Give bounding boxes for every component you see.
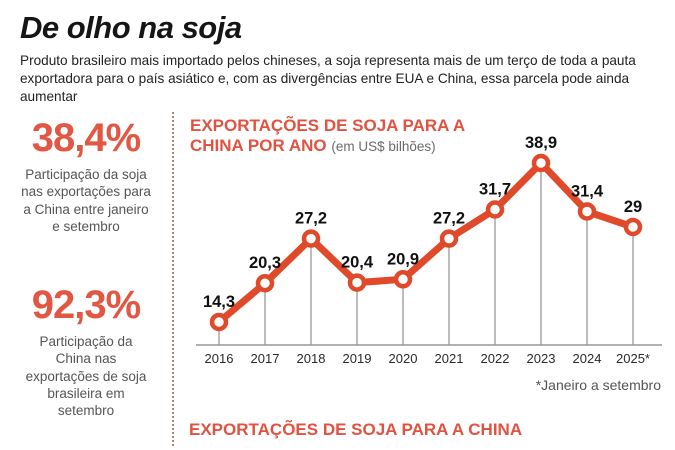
chart-title: EXPORTAÇÕES DE SOJA PARA A CHINA POR ANO…	[190, 116, 496, 156]
stat-value: 38,4%	[31, 116, 141, 160]
chart-title-unit: (em US$ bilhões)	[331, 139, 436, 155]
line-chart: 14,3 20,3 27,2 20,4 20,9 27,2 31,7 38,9 31,4 29 20…	[185, 130, 675, 380]
bottom-section-title: EXPORTAÇÕES DE SOJA PARA A CHINA	[189, 420, 523, 439]
svg-text:2018: 2018	[297, 351, 326, 366]
chart-title-main: EXPORTAÇÕES DE SOJA PARA A CHINA POR ANO	[190, 116, 465, 156]
svg-text:14,3: 14,3	[203, 293, 235, 311]
svg-text:2023: 2023	[527, 351, 556, 366]
svg-text:2021: 2021	[435, 351, 464, 366]
svg-text:27,2: 27,2	[295, 210, 327, 228]
dotted-divider	[172, 112, 174, 446]
svg-text:20,3: 20,3	[249, 254, 281, 272]
svg-text:31,4: 31,4	[571, 183, 604, 201]
stat-china-share: 92,3% Participação da China nas exportaç…	[0, 285, 172, 419]
svg-text:2016: 2016	[205, 351, 234, 366]
stat-value: 92,3%	[31, 283, 141, 327]
page-subtitle: Produto brasileiro mais importado pelos …	[20, 52, 668, 106]
svg-text:2025*: 2025*	[616, 351, 650, 366]
svg-text:27,2: 27,2	[433, 210, 465, 228]
svg-text:31,7: 31,7	[479, 181, 511, 199]
stat-description: Participação da China nas exportações de…	[25, 334, 147, 419]
stat-soy-share: 38,4% Participação da soja nas exportaçõ…	[0, 118, 172, 235]
stat-description: Participação da soja nas exportações par…	[21, 167, 151, 234]
svg-text:2022: 2022	[481, 351, 510, 366]
svg-text:2017: 2017	[251, 351, 280, 366]
subtitle-line-2: exportadora para o país asiático e, com …	[20, 70, 630, 104]
subtitle-line-1: Produto brasileiro mais importado pelos …	[20, 53, 636, 68]
page-title: De olho na soja	[20, 10, 242, 45]
svg-text:2019: 2019	[343, 351, 372, 366]
line-chart-svg: 14,3 20,3 27,2 20,4 20,9 27,2 31,7 38,9 31,4 29 20…	[196, 134, 662, 366]
svg-text:20,9: 20,9	[387, 250, 419, 268]
svg-text:2024: 2024	[573, 351, 602, 366]
chart-footnote: *Janeiro a setembro	[535, 377, 661, 393]
svg-text:20,4: 20,4	[341, 254, 374, 272]
svg-text:29: 29	[624, 198, 642, 216]
svg-text:2020: 2020	[389, 351, 418, 366]
svg-text:38,9: 38,9	[525, 134, 557, 152]
